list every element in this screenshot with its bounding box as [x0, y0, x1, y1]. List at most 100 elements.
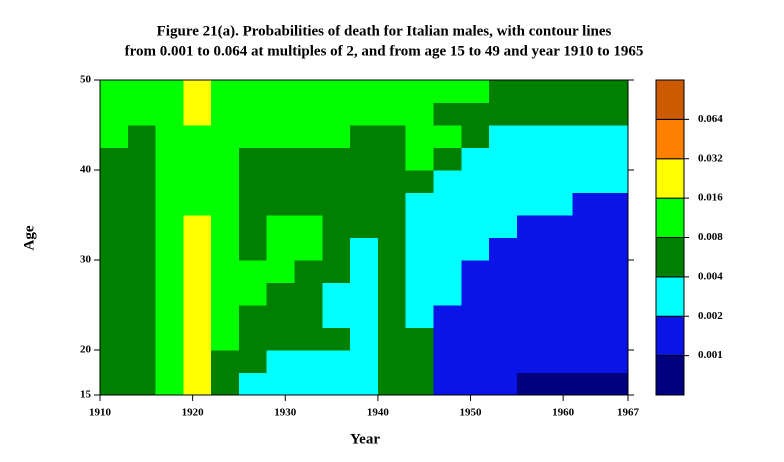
contour-cell — [127, 350, 157, 373]
contour-cell — [461, 327, 490, 351]
contour-cell — [433, 282, 462, 306]
x-tick-label: 1960 — [552, 407, 575, 419]
contour-cell — [516, 327, 546, 351]
contour-cell — [461, 260, 490, 283]
contour-cell — [600, 260, 629, 283]
contour-cell — [322, 237, 351, 261]
contour-cell — [350, 372, 379, 396]
contour-cell — [461, 125, 490, 148]
contour-cell — [294, 125, 323, 148]
contour-cell — [461, 372, 490, 396]
contour-cell — [489, 327, 518, 351]
contour-cell — [155, 80, 184, 103]
contour-cell — [600, 170, 629, 193]
plot-frame — [99, 79, 629, 396]
contour-cell — [350, 237, 379, 261]
contour-cell — [211, 327, 240, 351]
contour-cell — [100, 327, 129, 351]
colorbar-swatch — [655, 197, 685, 238]
contour-cell — [572, 102, 601, 126]
contour-cell — [238, 192, 268, 216]
contour-cell — [544, 327, 573, 351]
contour-cell — [238, 282, 268, 306]
x-axis-label: Year — [350, 431, 380, 447]
contour-cell — [266, 125, 296, 148]
contour-cell — [294, 215, 323, 238]
contour-cell — [211, 147, 240, 171]
contour-cell — [127, 192, 157, 216]
contour-cell — [100, 237, 129, 261]
contour-cell — [266, 372, 296, 396]
contour-cell — [516, 192, 546, 216]
contour-cell — [127, 372, 157, 396]
contour-cell — [211, 102, 240, 126]
contour-cell — [377, 327, 407, 351]
contour-cell — [155, 147, 184, 171]
contour-cell — [572, 282, 601, 306]
colorbar-swatch — [655, 355, 685, 396]
contour-cell — [461, 215, 490, 238]
contour-cell — [238, 215, 268, 238]
contour-cell — [211, 192, 240, 216]
contour-cell — [127, 237, 157, 261]
contour-cell — [266, 282, 296, 306]
contour-cell — [211, 372, 240, 396]
contour-cell — [322, 260, 351, 283]
y-tick-label: 50 — [80, 74, 92, 86]
contour-cell — [322, 192, 351, 216]
contour-cell — [211, 282, 240, 306]
contour-cell — [516, 350, 546, 373]
contour-cell — [405, 305, 434, 328]
contour-cell — [266, 102, 296, 126]
contour-cell — [461, 147, 490, 171]
contour-cell — [266, 147, 296, 171]
contour-cell — [238, 260, 268, 283]
contour-cell — [405, 350, 434, 373]
contour-cell — [544, 372, 573, 396]
contour-cell — [183, 125, 212, 148]
contour-cell — [600, 125, 629, 148]
contour-cell — [489, 260, 518, 283]
colorbar-tick-label: 0.032 — [698, 152, 723, 164]
contour-cell — [516, 215, 546, 238]
contour-cell — [183, 102, 212, 126]
contour-cell — [377, 125, 407, 148]
contour-cell — [127, 327, 157, 351]
contour-cell — [489, 147, 518, 171]
contour-cell — [238, 305, 268, 328]
contour-cell — [266, 192, 296, 216]
contour-cell — [155, 327, 184, 351]
y-tick-label: 40 — [80, 164, 92, 176]
contour-cell — [600, 350, 629, 373]
contour-cell — [350, 350, 379, 373]
contour-cell — [266, 237, 296, 261]
contour-cell — [100, 372, 129, 396]
contour-cell — [100, 102, 129, 126]
contour-cell — [405, 372, 434, 396]
x-tick-label: 1967 — [617, 407, 640, 419]
x-tick-label: 1930 — [274, 407, 297, 419]
contour-cell — [572, 80, 601, 103]
contour-cell — [405, 192, 434, 216]
contour-cell — [266, 80, 296, 103]
contour-cell — [155, 260, 184, 283]
colorbar-tick-label: 0.016 — [698, 192, 723, 204]
contour-cell — [127, 305, 157, 328]
contour-cell — [377, 260, 407, 283]
colorbar-swatch — [655, 315, 685, 357]
contour-cell — [544, 125, 573, 148]
contour-cell — [377, 102, 407, 126]
contour-cell — [489, 125, 518, 148]
contour-cell — [572, 260, 601, 283]
contour-cell — [322, 147, 351, 171]
contour-cell — [350, 282, 379, 306]
contour-cell — [155, 350, 184, 373]
contour-cell — [377, 237, 407, 261]
contour-cell — [100, 282, 129, 306]
contour-cell — [211, 170, 240, 193]
contour-cell — [350, 80, 379, 103]
contour-cell — [100, 305, 129, 328]
contour-cell — [489, 282, 518, 306]
contour-cell — [433, 237, 462, 261]
contour-cell — [489, 237, 518, 261]
